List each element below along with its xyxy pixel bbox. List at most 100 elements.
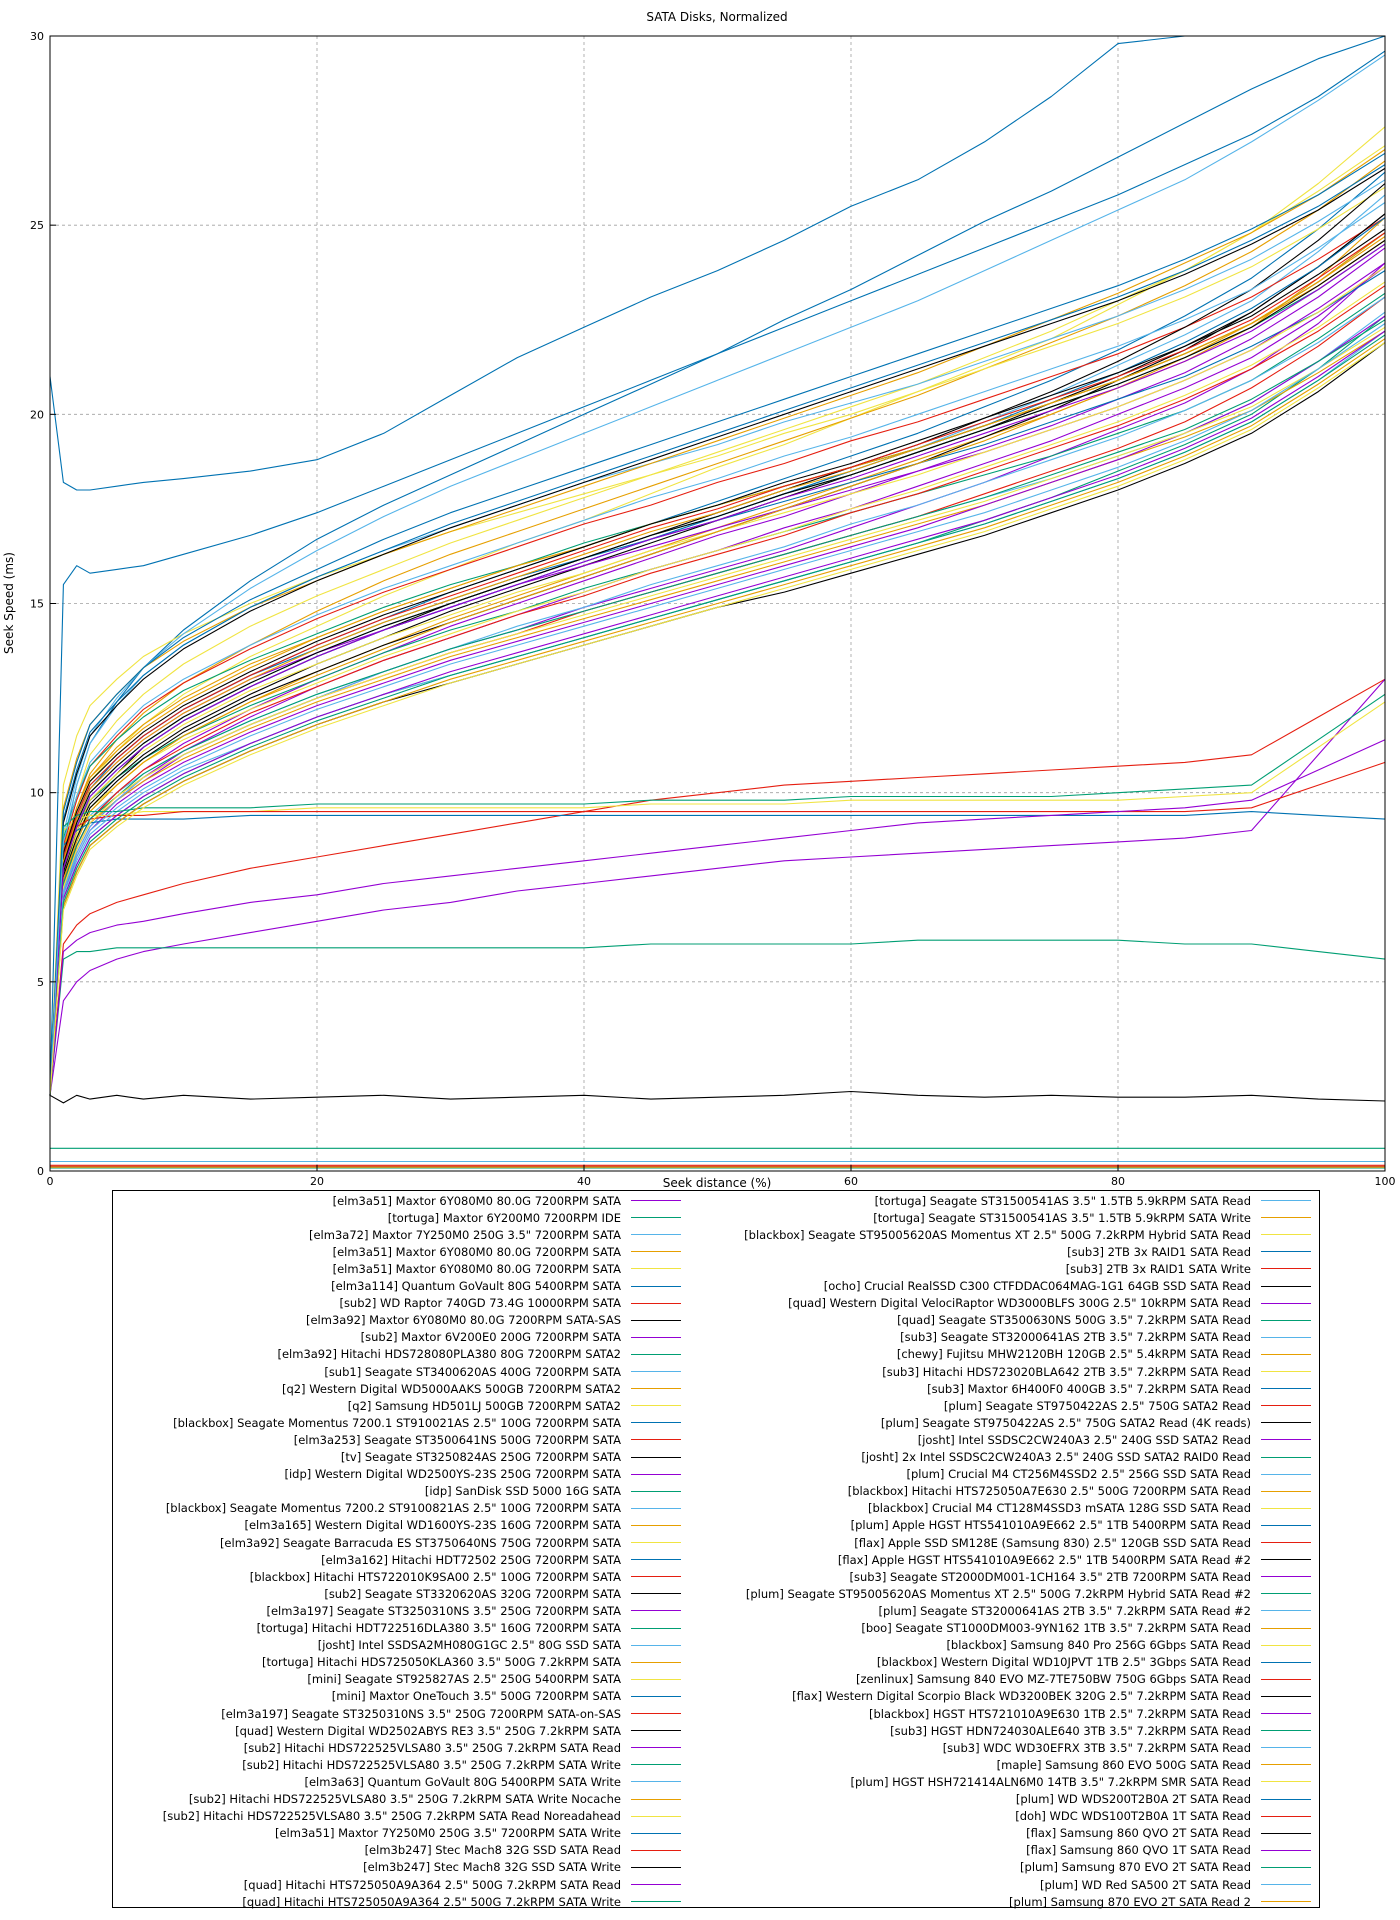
legend-label: [mini] Seagate ST925827AS 2.5" 250G 5400… xyxy=(307,1672,621,1687)
legend-swatch xyxy=(631,1422,681,1424)
legend-swatch xyxy=(1261,1456,1311,1458)
legend-item: [idp] Western Digital WD2500YS-23S 250G … xyxy=(284,1466,681,1483)
series-line xyxy=(49,186,1386,1096)
legend-label: [sub2] Hitachi HDS722525VLSA80 3.5" 250G… xyxy=(188,1792,621,1806)
legend-swatch xyxy=(631,1524,681,1526)
legend-label: [elm3b247] Stec Mach8 32G SSD SATA Read xyxy=(364,1843,621,1858)
legend-label: [quad] Hitachi HTS725050A9A364 2.5" 500G… xyxy=(243,1877,621,1892)
legend-label: [sub3] Hitachi HDS723020BLA642 2TB 3.5" … xyxy=(882,1364,1251,1379)
legend-label: [sub2] Maxtor 6V200E0 200G 7200RPM SATA xyxy=(360,1330,621,1345)
legend-label: [flax] Apple SSD SM128E (Samsung 830) 2.… xyxy=(854,1535,1251,1550)
legend-label: [quad] Seagate ST3500630NS 500G 3.5" 7.2… xyxy=(897,1313,1251,1328)
legend-swatch xyxy=(631,1695,681,1697)
legend-item: [flax] Apple SSD SM128E (Samsung 830) 2.… xyxy=(854,1534,1311,1551)
legend-item: [sub3] 2TB 3x RAID1 SATA Write xyxy=(1066,1260,1311,1277)
legend-swatch xyxy=(631,1884,681,1885)
legend-label: [boo] Seagate ST1000DM003-9YN162 1TB 3.5… xyxy=(861,1621,1251,1635)
legend-item: [chewy] Fujitsu MHW2120BH 120GB 2.5" 5.4… xyxy=(897,1346,1311,1363)
legend-swatch xyxy=(1261,1884,1311,1885)
legend-swatch xyxy=(1261,1593,1311,1595)
x-tick-label: 100 xyxy=(1375,1175,1396,1188)
legend-swatch xyxy=(631,1866,681,1868)
legend-label: [plum] Seagate ST95005620AS Momentus XT … xyxy=(745,1586,1251,1601)
legend-label: [elm3b247] Stec Mach8 32G SSD SATA Write xyxy=(363,1860,621,1875)
legend-swatch xyxy=(631,1798,681,1800)
legend-item: [elm3a51] Maxtor 6Y080M0 80.0G 7200RPM S… xyxy=(333,1243,681,1260)
legend-swatch xyxy=(1261,1713,1311,1714)
legend-item: [plum] Seagate ST95005620AS Momentus XT … xyxy=(746,1585,1311,1602)
legend-label: [elm3a162] Hitachi HDT72502 250G 7200RPM… xyxy=(321,1552,621,1567)
legend-label: [sub3] Seagate ST2000DM001-1CH164 3.5" 2… xyxy=(849,1569,1251,1584)
legend-swatch xyxy=(631,1302,681,1304)
legend-swatch xyxy=(631,1661,681,1663)
legend-item: [elm3a253] Seagate ST3500641NS 500G 7200… xyxy=(294,1431,681,1448)
legend-swatch xyxy=(631,1849,681,1851)
legend-swatch xyxy=(631,1200,681,1201)
legend-label: [sub3] 2TB 3x RAID1 SATA Write xyxy=(1065,1261,1251,1276)
legend-item: [plum] Samsung 870 EVO 2T SATA Read xyxy=(1020,1859,1311,1876)
legend-swatch xyxy=(631,1336,681,1338)
legend-swatch xyxy=(1261,1251,1311,1253)
series-line xyxy=(49,323,1386,1096)
legend-swatch xyxy=(631,1815,681,1817)
legend-item: [sub3] Maxtor 6H400F0 400GB 3.5" 7.2kRPM… xyxy=(927,1380,1311,1397)
series-line xyxy=(49,296,1386,1096)
legend-item: [elm3a197] Seagate ST3250310NS 3.5" 250G… xyxy=(221,1705,681,1722)
legend-item: [sub3] Hitachi HDS723020BLA642 2TB 3.5" … xyxy=(882,1363,1311,1380)
series-line xyxy=(49,228,1386,1096)
legend-item: [elm3a92] Maxtor 6Y080M0 80.0G 7200RPM S… xyxy=(306,1312,681,1329)
legend-item: [boo] Seagate ST1000DM003-9YN162 1TB 3.5… xyxy=(861,1620,1311,1637)
legend-swatch xyxy=(1261,1644,1311,1646)
legend-label: [josht] Intel SSDSA2MH080G1GC 2.5" 80G S… xyxy=(317,1638,621,1653)
legend-swatch xyxy=(631,1507,681,1509)
y-tick-label: 0 xyxy=(37,1165,44,1178)
legend-swatch xyxy=(1261,1849,1311,1851)
legend-item: [elm3a114] Quantum GoVault 80G 5400RPM S… xyxy=(331,1278,681,1295)
legend-item: [q2] Samsung HD501LJ 500GB 7200RPM SATA2 xyxy=(348,1397,681,1414)
legend-label: [plum] WD Red SA500 2T SATA Read xyxy=(1039,1877,1251,1892)
legend-label: [tortuga] Maxtor 6Y200M0 7200RPM IDE xyxy=(387,1210,621,1225)
series-line xyxy=(49,939,1386,1096)
legend-swatch xyxy=(1261,1832,1311,1834)
legend-label: [flax] Apple HGST HTS541010A9E662 2.5" 1… xyxy=(837,1552,1251,1567)
legend-label: [elm3a253] Seagate ST3500641NS 500G 7200… xyxy=(293,1432,621,1447)
legend-item: [elm3b247] Stec Mach8 32G SSD SATA Read xyxy=(365,1842,681,1859)
legend-item: [tortuga] Hitachi HDS725050KLA360 3.5" 5… xyxy=(262,1654,681,1671)
legend-swatch xyxy=(1261,1268,1311,1270)
series-line xyxy=(49,167,1386,1096)
legend-item: [plum] Seagate ST9750422AS 2.5" 750G SAT… xyxy=(944,1397,1311,1414)
legend-label: [elm3a51] Maxtor 6Y080M0 80.0G 7200RPM S… xyxy=(332,1261,621,1276)
legend-swatch xyxy=(1261,1678,1311,1680)
legend-label: [elm3a63] Quantum GoVault 80G 5400RPM SA… xyxy=(304,1774,621,1789)
legend-item: [elm3a63] Quantum GoVault 80G 5400RPM SA… xyxy=(304,1773,681,1790)
legend-label: [zenlinux] Samsung 840 EVO MZ-7TE750BW 7… xyxy=(856,1672,1251,1687)
legend-label: [tortuga] Seagate ST31500541AS 3.5" 1.5T… xyxy=(873,1210,1251,1225)
legend-label: [sub3] 2TB 3x RAID1 SATA Read xyxy=(1067,1244,1251,1259)
legend-label: [quad] Hitachi HTS725050A9A364 2.5" 500G… xyxy=(242,1894,621,1909)
legend-item: [quad] Seagate ST3500630NS 500G 3.5" 7.2… xyxy=(897,1312,1311,1329)
x-tick-label: 20 xyxy=(310,1175,324,1188)
legend-swatch xyxy=(1261,1524,1311,1526)
legend-label: [elm3a72] Maxtor 7Y250M0 250G 3.5" 7200R… xyxy=(309,1227,621,1242)
series-line xyxy=(49,164,1386,1096)
legend-label: [elm3a165] Western Digital WD1600YS-23S … xyxy=(244,1518,621,1533)
series-line xyxy=(49,202,1386,1096)
series-line xyxy=(49,326,1386,1096)
legend-item: [elm3a162] Hitachi HDT72502 250G 7200RPM… xyxy=(321,1551,681,1568)
legend-swatch xyxy=(1261,1730,1311,1732)
legend-item: [mini] Seagate ST925827AS 2.5" 250G 5400… xyxy=(307,1671,681,1688)
legend-item: [idp] SanDisk SSD 5000 16G SATA xyxy=(425,1483,681,1500)
legend-item: [plum] Seagate ST9750422AS 2.5" 750G SAT… xyxy=(881,1414,1311,1431)
legend-item: [plum] WD WDS200T2B0A 2T SATA Read xyxy=(1016,1791,1311,1808)
legend-swatch xyxy=(631,1764,681,1766)
legend-label: [tortuga] Seagate ST31500541AS 3.5" 1.5T… xyxy=(874,1193,1251,1208)
legend-item: [ocho] Crucial RealSSD C300 CTFDDAC064MA… xyxy=(824,1278,1311,1295)
series-line xyxy=(49,152,1386,1096)
legend-item: [blackbox] Hitachi HTS722010K9SA00 2.5" … xyxy=(250,1568,681,1585)
seek-chart: 0 20 40 60 80 100 0 5 10 15 20 25 30 SATA Disks, Nor… xyxy=(2,10,1396,1190)
legend-item: [plum] Crucial M4 CT256M4SSD2 2.5" 256G … xyxy=(906,1466,1311,1483)
legend-swatch xyxy=(631,1747,681,1749)
legend-item: [sub3] Seagate ST2000DM001-1CH164 3.5" 2… xyxy=(849,1568,1311,1585)
legend-item: [maple] Samsung 860 EVO 500G SATA Read xyxy=(997,1756,1311,1773)
legend-item: [quad] Western Digital WD2502ABYS RE3 3.… xyxy=(235,1722,681,1739)
